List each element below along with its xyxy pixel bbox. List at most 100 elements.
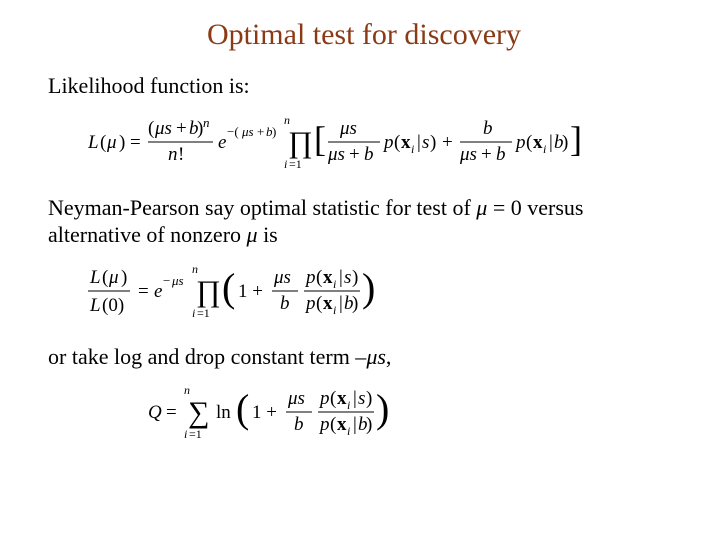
svg-text:n: n [184, 384, 190, 397]
svg-text:=: = [130, 132, 141, 153]
svg-text:b: b [496, 144, 506, 165]
svg-text:−(: −( [227, 124, 239, 139]
svg-text:p: p [318, 388, 330, 409]
svg-text:L: L [88, 132, 99, 153]
svg-text:μ: μ [106, 132, 117, 153]
svg-text:=1: =1 [189, 427, 202, 441]
slide-container: Optimal test for discovery Likelihood fu… [0, 0, 720, 484]
svg-text:μs: μs [459, 144, 477, 165]
paragraph-log: or take log and drop constant term –μs, [48, 343, 680, 371]
svg-text:+: + [442, 132, 453, 153]
svg-text:i: i [184, 427, 187, 441]
svg-text:): ) [366, 388, 372, 409]
svg-text:∏: ∏ [196, 275, 221, 308]
svg-text:(: ( [394, 132, 400, 153]
svg-text:(: ( [102, 267, 108, 288]
svg-text:−: − [163, 273, 170, 288]
svg-text:|: | [353, 414, 357, 435]
svg-text:μs: μs [273, 267, 291, 288]
svg-text:): ) [352, 267, 358, 288]
svg-text:): ) [366, 414, 372, 435]
svg-text:ln: ln [216, 402, 231, 423]
svg-text:p: p [304, 293, 316, 314]
mu-symbol: μ [247, 222, 258, 247]
svg-text:|: | [339, 293, 343, 314]
svg-text:b: b [280, 293, 290, 314]
svg-text:(: ( [316, 293, 322, 314]
equation-ratio: L ( μ ) L (0) = e − μs ∏ n i =1 ( 1 + μs… [88, 263, 680, 321]
svg-text:n: n [168, 144, 178, 165]
svg-text:|: | [339, 267, 343, 288]
svg-text:∏: ∏ [288, 126, 313, 159]
svg-text:i: i [411, 142, 414, 156]
svg-text:i: i [333, 303, 336, 317]
svg-text:(: ( [222, 265, 235, 310]
svg-text:+: + [176, 118, 187, 139]
paragraph-likelihood: Likelihood function is: [48, 72, 680, 100]
svg-text:μs: μs [154, 118, 172, 139]
svg-text:n: n [203, 115, 210, 130]
svg-text:): ) [121, 267, 127, 288]
svg-text:(: ( [330, 388, 336, 409]
svg-text:p: p [318, 414, 330, 435]
svg-text:p: p [382, 132, 394, 153]
svg-text:p: p [304, 267, 316, 288]
svg-text:): ) [272, 124, 276, 139]
svg-text:(: ( [526, 132, 532, 153]
svg-text:n: n [192, 263, 198, 276]
svg-text:=1: =1 [289, 157, 302, 171]
svg-text:(: ( [100, 132, 106, 153]
mu-s-symbol: μs [366, 344, 386, 369]
svg-text:(0): (0) [102, 295, 124, 316]
svg-text:!: ! [178, 144, 184, 165]
svg-text:=: = [166, 402, 177, 423]
svg-text:p: p [514, 132, 526, 153]
svg-text:b: b [294, 414, 304, 435]
svg-text:1 +: 1 + [238, 281, 263, 302]
text: Neyman-Pearson say optimal statistic for… [48, 195, 476, 220]
svg-text:x: x [533, 132, 543, 153]
svg-text:i: i [284, 157, 287, 171]
svg-text:1 +: 1 + [252, 402, 277, 423]
svg-text:): ) [376, 386, 389, 431]
svg-text:x: x [337, 388, 347, 409]
svg-text:|: | [417, 132, 421, 153]
svg-text:(: ( [316, 267, 322, 288]
equation-likelihood: L ( μ ) = ( μs + b ) n n ! e −( μs + b )… [88, 114, 680, 172]
svg-text:|: | [353, 388, 357, 409]
text: is [258, 222, 278, 247]
svg-text:s: s [358, 388, 365, 409]
svg-text:μs: μs [287, 388, 305, 409]
svg-text:Q: Q [148, 402, 162, 423]
svg-text:+: + [349, 144, 360, 165]
svg-text:x: x [323, 267, 333, 288]
svg-text:|: | [549, 132, 553, 153]
svg-text:n: n [284, 114, 290, 127]
svg-text:): ) [362, 265, 375, 310]
svg-text:μs: μs [327, 144, 345, 165]
svg-text:μs: μs [339, 118, 357, 139]
svg-text:b: b [483, 118, 493, 139]
svg-text:s: s [344, 267, 351, 288]
svg-text:i: i [543, 142, 546, 156]
paragraph-neyman-pearson: Neyman-Pearson say optimal statistic for… [48, 194, 680, 249]
text: , [386, 344, 392, 369]
svg-text:i: i [347, 424, 350, 438]
svg-text:(: ( [236, 386, 249, 431]
svg-text:=1: =1 [197, 306, 210, 320]
svg-text:s: s [422, 132, 429, 153]
text: or take log and drop constant term – [48, 344, 366, 369]
svg-text:(: ( [330, 414, 336, 435]
svg-text:(: ( [148, 118, 154, 139]
svg-text:μs: μs [171, 273, 184, 288]
svg-text:): ) [119, 132, 125, 153]
svg-text:[: [ [314, 119, 326, 159]
svg-text:∑: ∑ [188, 396, 209, 429]
svg-text:): ) [562, 132, 568, 153]
svg-text:+: + [481, 144, 492, 165]
svg-text:): ) [430, 132, 436, 153]
mu-symbol: μ [476, 195, 487, 220]
svg-text:]: ] [570, 119, 582, 159]
svg-text:μs: μs [241, 124, 254, 139]
svg-text:b: b [364, 144, 374, 165]
